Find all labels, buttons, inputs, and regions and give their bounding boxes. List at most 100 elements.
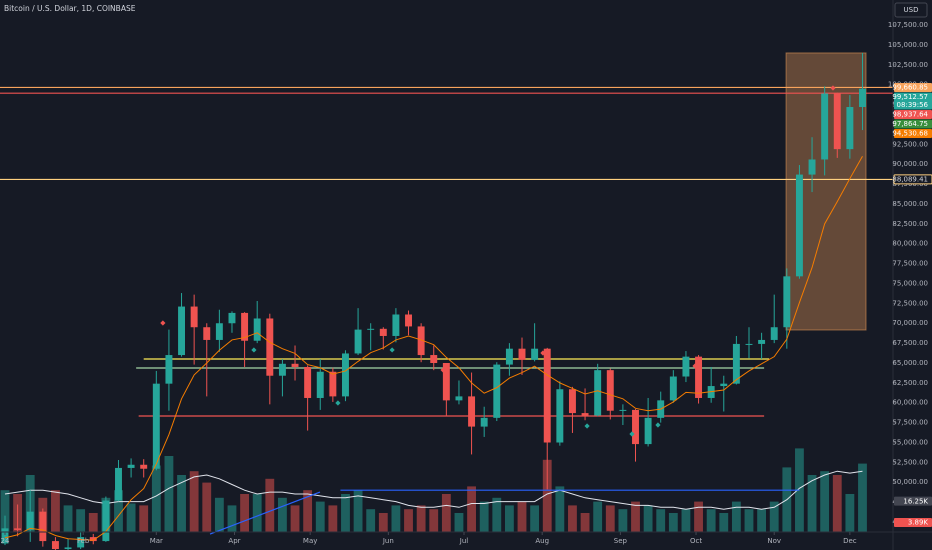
candle-body [518, 348, 526, 360]
candle-body [568, 389, 576, 414]
volume-bar [504, 505, 514, 532]
volume-bar [593, 501, 603, 532]
price-label: 97,864.75 [892, 120, 928, 128]
volume-bar [265, 478, 275, 532]
candle-body [127, 464, 135, 468]
volume-label-box [894, 496, 932, 506]
candle-body [833, 93, 841, 150]
candle-body [505, 348, 513, 365]
volume-bar [820, 471, 830, 532]
volume-bar [568, 505, 577, 532]
x-tick-label: Feb [77, 537, 90, 545]
volume-bar [845, 494, 855, 532]
volume-bar [467, 486, 476, 532]
candle-body [102, 500, 110, 542]
volume-bar [416, 505, 426, 532]
x-tick-label: Mar [150, 537, 163, 545]
volume-bar [694, 501, 703, 532]
volume-bar [278, 497, 287, 532]
y-tick-label: 82,500.00 [892, 220, 928, 228]
candle-body [758, 339, 766, 344]
signal-marker [251, 347, 257, 353]
signal-marker [389, 347, 395, 353]
candle-body [442, 362, 450, 401]
price-label: 98,937.64 [892, 111, 928, 119]
volume-bar [88, 513, 98, 532]
candle-body [493, 364, 501, 418]
volume-bar [643, 505, 653, 532]
candle-body [304, 366, 312, 398]
candle-body [581, 413, 589, 416]
candle-body [556, 389, 564, 443]
candle-body [316, 371, 324, 398]
volume-bar [202, 482, 212, 532]
candle-body [64, 547, 72, 550]
x-tick-label: Sep [614, 537, 628, 545]
candle-body [720, 383, 728, 387]
trend-line [209, 491, 321, 535]
volume-pane [0, 448, 867, 532]
y-tick-label: 77,500.00 [892, 260, 928, 268]
volume-bar [656, 509, 666, 532]
candle-body [632, 409, 639, 445]
y-tick-label: 72,500.00 [892, 299, 928, 307]
volume-bar [530, 505, 540, 532]
candle-body [278, 363, 286, 376]
price-label-box [894, 82, 932, 92]
countdown: 08:39:56 [897, 101, 929, 109]
price-pane [0, 52, 893, 550]
volume-bar [177, 475, 186, 532]
volume-label: 3.89K [908, 519, 929, 527]
y-tick-label: 67,500.00 [892, 339, 928, 347]
volume-bar [227, 505, 237, 532]
signal-marker [557, 423, 563, 429]
volume-bar [555, 486, 565, 532]
x-tick-label: Jul [459, 537, 469, 545]
y-tick-label: 62,500.00 [892, 379, 928, 387]
candle-body [152, 383, 160, 469]
volume-bar [429, 509, 439, 532]
x-tick-label: Oct [690, 537, 702, 545]
volume-bar [542, 459, 552, 532]
candle-body [821, 93, 829, 160]
y-tick-label: 105,000.00 [888, 41, 928, 49]
volume-bar [378, 513, 388, 532]
volume-bar [189, 471, 199, 532]
volume-bar [858, 463, 867, 532]
candle-body [26, 511, 34, 530]
candle-body [531, 348, 539, 360]
candle-body [417, 326, 425, 356]
volume-bar [517, 501, 527, 532]
y-tick-label: 50,000.00 [892, 478, 928, 486]
volume-bar [681, 509, 691, 532]
price-label: 99,660.85 [892, 84, 928, 92]
candle-body [783, 276, 791, 328]
price-label-box [894, 128, 932, 138]
volume-bar [605, 505, 615, 532]
candle-body [619, 409, 627, 411]
candle-body [669, 376, 677, 401]
currency-button[interactable] [894, 2, 928, 18]
candle-body [770, 327, 778, 340]
x-tick-label: Apr [228, 537, 240, 545]
currency[interactable]: USD [904, 6, 919, 14]
volume-bar [290, 505, 300, 532]
price-axis: 107,500.00105,000.00102,500.00100,000.00… [888, 21, 932, 527]
y-tick-label: 55,000.00 [892, 438, 928, 446]
candle-body [594, 370, 602, 416]
volume-bar [807, 475, 817, 532]
candle-body [468, 396, 476, 427]
volume-bar [151, 465, 161, 532]
volume-bar [0, 490, 10, 532]
volume-bar [769, 501, 779, 532]
volume-bar [618, 509, 628, 532]
volume-label: 16.25K [903, 497, 928, 505]
volume-bar [757, 509, 767, 532]
candle-body [329, 371, 337, 397]
y-tick-label: 80,000.00 [892, 240, 928, 248]
candle-body [89, 537, 97, 542]
signal-marker [584, 423, 590, 429]
candle-body [354, 329, 362, 354]
